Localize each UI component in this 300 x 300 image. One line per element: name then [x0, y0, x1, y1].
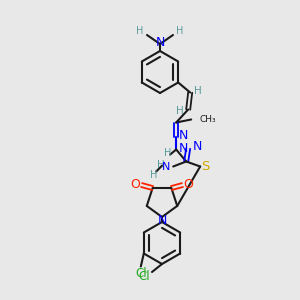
Text: N: N	[162, 163, 170, 172]
Text: S: S	[201, 160, 209, 173]
Text: H: H	[158, 160, 165, 170]
Text: N: N	[193, 140, 203, 153]
Text: O: O	[131, 178, 140, 190]
Text: N: N	[157, 214, 167, 226]
Text: H: H	[176, 26, 184, 36]
Text: H: H	[194, 85, 202, 95]
Text: H: H	[151, 170, 158, 181]
Text: Cl: Cl	[135, 267, 147, 280]
Text: O: O	[184, 178, 193, 190]
Text: N: N	[179, 129, 189, 142]
Text: N: N	[155, 37, 165, 50]
Text: H: H	[164, 148, 172, 158]
Text: Cl: Cl	[138, 271, 150, 284]
Text: H: H	[136, 26, 144, 36]
Text: CH₃: CH₃	[199, 115, 216, 124]
Text: H: H	[176, 106, 184, 116]
Text: N: N	[179, 142, 189, 155]
